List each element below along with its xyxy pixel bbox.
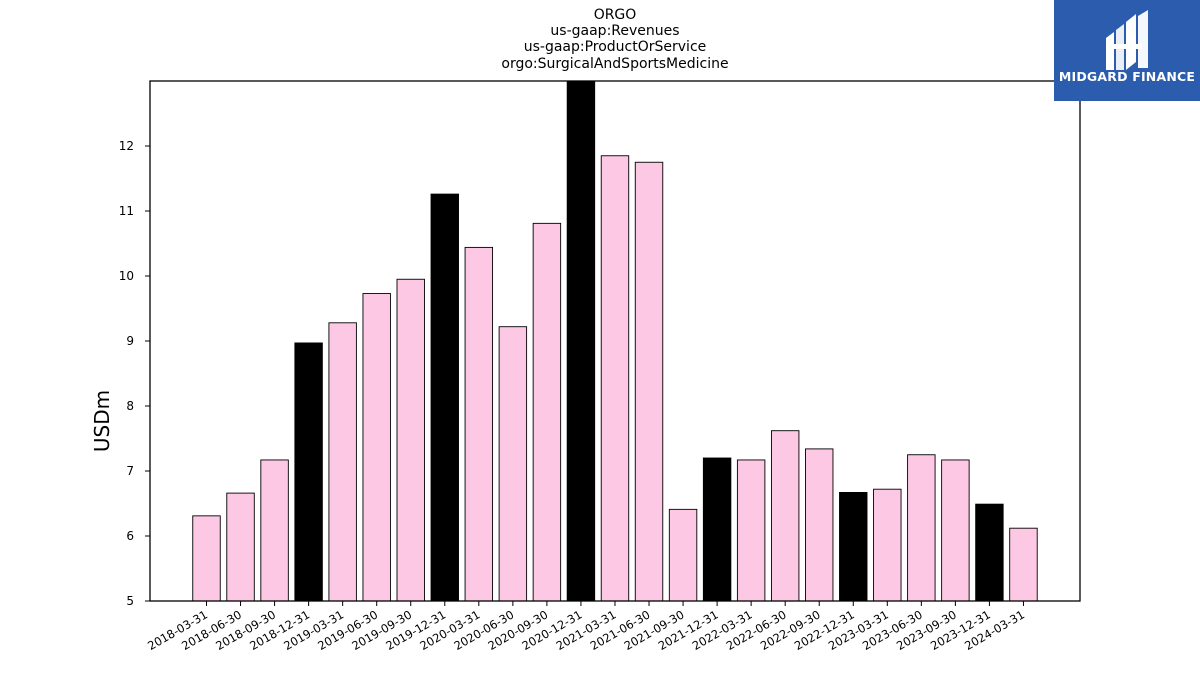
- bar: [941, 459, 970, 602]
- bar: [600, 155, 630, 602]
- bar: [362, 293, 391, 602]
- chart-title-line: us-gaap:ProductOrService: [523, 39, 707, 55]
- y-tick-label: 8: [126, 399, 134, 413]
- bar: [702, 457, 732, 602]
- bar: [328, 322, 357, 602]
- bar: [907, 454, 936, 602]
- y-tick-label: 5: [126, 594, 134, 608]
- bar: [634, 161, 664, 602]
- bar: [498, 326, 528, 602]
- bar: [566, 80, 596, 602]
- bar: [532, 222, 562, 602]
- bar: [668, 508, 698, 602]
- midgard-finance-logo: MIDGARD FINANCE: [1054, 0, 1200, 101]
- bar: [464, 246, 494, 602]
- y-axis-label: USDm: [90, 390, 114, 452]
- chart-title-line: us-gaap:Revenues: [550, 23, 680, 39]
- bar: [770, 430, 800, 602]
- y-tick-label: 6: [126, 529, 134, 543]
- bar: [396, 278, 425, 602]
- bar: [839, 492, 868, 602]
- bar: [192, 515, 221, 602]
- y-tick-label: 11: [119, 204, 134, 218]
- bar: [873, 488, 902, 602]
- bar: [294, 342, 323, 602]
- bar: [736, 459, 766, 602]
- bar: [805, 448, 834, 602]
- y-tick-label: 12: [119, 139, 134, 153]
- bar: [260, 459, 289, 602]
- bar: [975, 503, 1004, 602]
- y-tick-label: 9: [126, 334, 134, 348]
- midgard-logo-icon: [1106, 10, 1148, 70]
- bar: [430, 193, 459, 602]
- chart-title-line: ORGO: [593, 7, 637, 23]
- logo-text: MIDGARD FINANCE: [1058, 69, 1196, 84]
- y-tick-label: 7: [126, 464, 134, 478]
- bar: [226, 492, 255, 602]
- y-tick-label: 10: [119, 269, 134, 283]
- chart-title-line: orgo:SurgicalAndSportsMedicine: [501, 56, 729, 72]
- bar: [1009, 527, 1038, 602]
